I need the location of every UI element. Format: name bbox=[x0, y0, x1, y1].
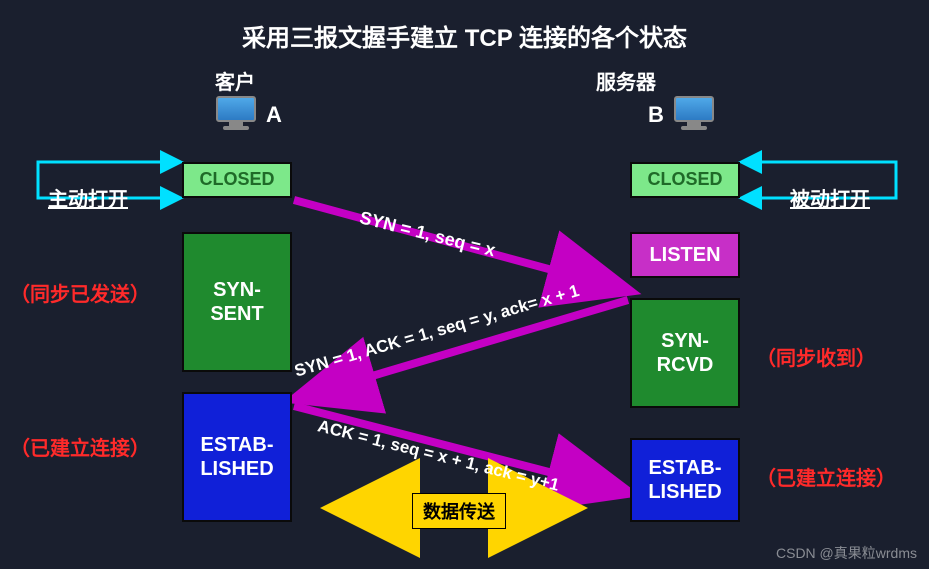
client-closed-state: CLOSED bbox=[182, 162, 292, 198]
client-established-state: ESTAB- LISHED bbox=[182, 392, 292, 522]
server-established-state: ESTAB- LISHED bbox=[630, 438, 740, 522]
server-label: 服务器 bbox=[596, 66, 656, 95]
active-open-label: 主动打开 bbox=[48, 183, 128, 212]
sync-sent-label: （同步已发送） bbox=[10, 278, 150, 307]
data-transfer-label: 数据传送 bbox=[412, 493, 506, 529]
established-left-label: （已建立连接） bbox=[10, 432, 150, 461]
client-syn-sent-state: SYN- SENT bbox=[182, 232, 292, 372]
watermark: CSDN @真果粒wrdms bbox=[776, 543, 917, 563]
server-listen-state: LISTEN bbox=[630, 232, 740, 278]
server-syn-rcvd-state: SYN- RCVD bbox=[630, 298, 740, 408]
established-right-label: （已建立连接） bbox=[756, 462, 896, 491]
diagram-title: 采用三报文握手建立 TCP 连接的各个状态 bbox=[0, 18, 929, 53]
msg3-arrow bbox=[294, 406, 626, 492]
a-label: A bbox=[266, 102, 282, 128]
msg2-label: SYN = 1, ACK = 1, seq = y, ack= x + 1 bbox=[292, 281, 581, 382]
sync-rcvd-label: （同步收到） bbox=[756, 342, 876, 371]
msg3-label: ACK = 1, seq = x + 1, ack = y+1 bbox=[316, 416, 562, 495]
server-closed-state: CLOSED bbox=[630, 162, 740, 198]
passive-open-label: 被动打开 bbox=[790, 183, 870, 212]
b-label: B bbox=[648, 102, 664, 128]
client-label: 客户 bbox=[215, 66, 255, 95]
server-monitor-icon bbox=[672, 96, 716, 132]
client-monitor-icon bbox=[214, 96, 258, 132]
msg1-label: SYN = 1, seq = x bbox=[357, 207, 497, 261]
